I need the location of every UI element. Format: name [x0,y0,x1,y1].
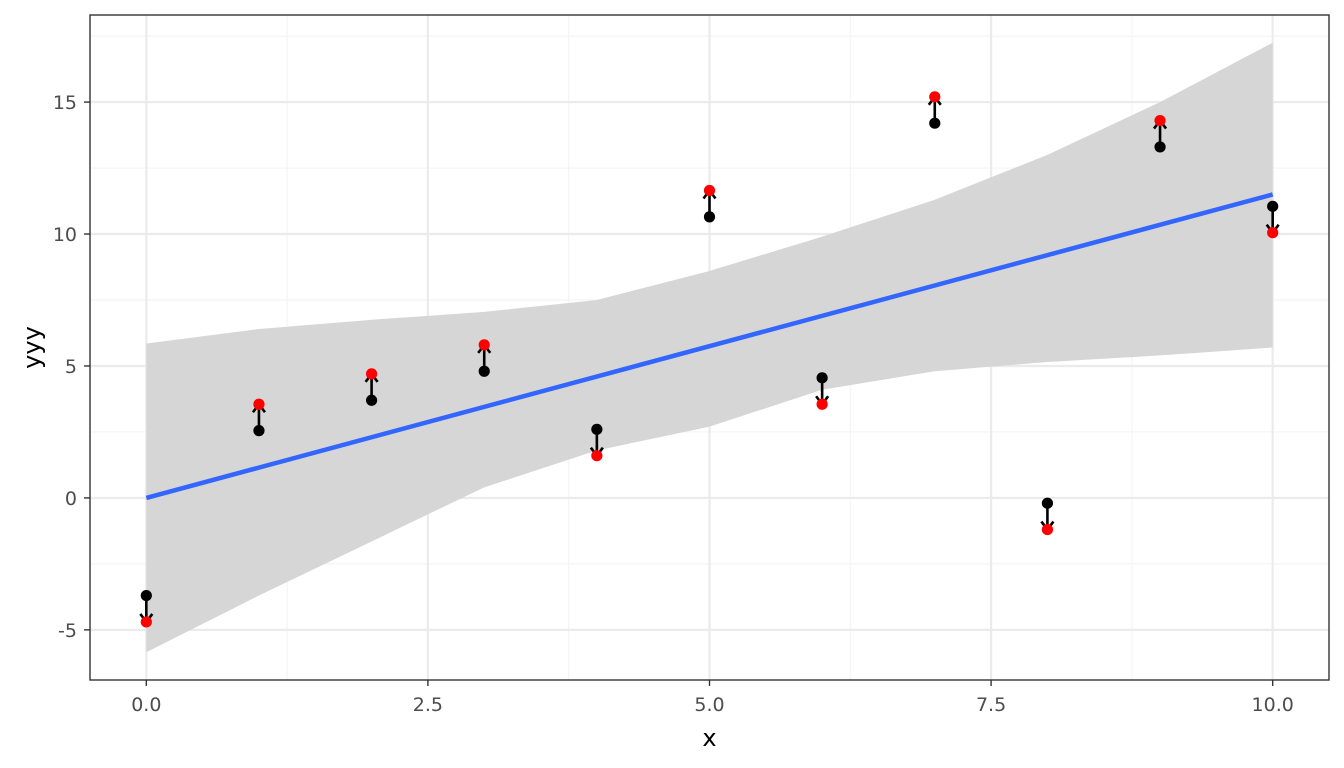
original-point [365,394,378,406]
x-axis-ticks: 0.0 2.5 5.0 7.5 10.0 [131,680,1294,716]
original-point [1267,200,1279,212]
shifted-point [140,616,152,628]
y-axis-ticks: -5 0 5 10 15 [53,92,90,642]
shifted-point [929,91,941,103]
x-tick-label: 2.5 [413,694,443,716]
shifted-point [816,398,828,410]
original-point [591,423,603,435]
shifted-point [478,339,490,351]
regression-line [145,192,1274,501]
x-tick-label: 5.0 [694,694,724,716]
shifted-point [253,398,265,410]
shifted-point [591,450,603,462]
x-tick-label: 0.0 [131,694,161,716]
original-point [929,117,941,129]
original-point [478,365,490,377]
original-point [140,589,152,602]
x-tick-label: 10.0 [1252,694,1294,716]
y-tick-label: 5 [65,356,77,378]
x-tick-label: 7.5 [976,694,1006,716]
y-tick-label: -5 [58,620,77,642]
shifted-point [1154,114,1166,127]
y-tick-label: 0 [65,488,77,510]
original-point [816,372,828,384]
original-point [1041,497,1054,509]
shifted-point [703,184,716,197]
x-axis-title: x [702,724,716,752]
shifted-point [365,368,378,380]
original-point [1154,141,1166,153]
original-point [703,211,716,223]
points-layer [140,91,1279,628]
regression-line-layer [145,192,1274,501]
y-tick-label: 15 [53,92,77,114]
shifted-point [1041,523,1054,536]
y-tick-label: 10 [53,224,77,246]
original-point [253,425,265,437]
y-axis-title: yyy [18,326,46,369]
shifted-point [1267,227,1279,239]
